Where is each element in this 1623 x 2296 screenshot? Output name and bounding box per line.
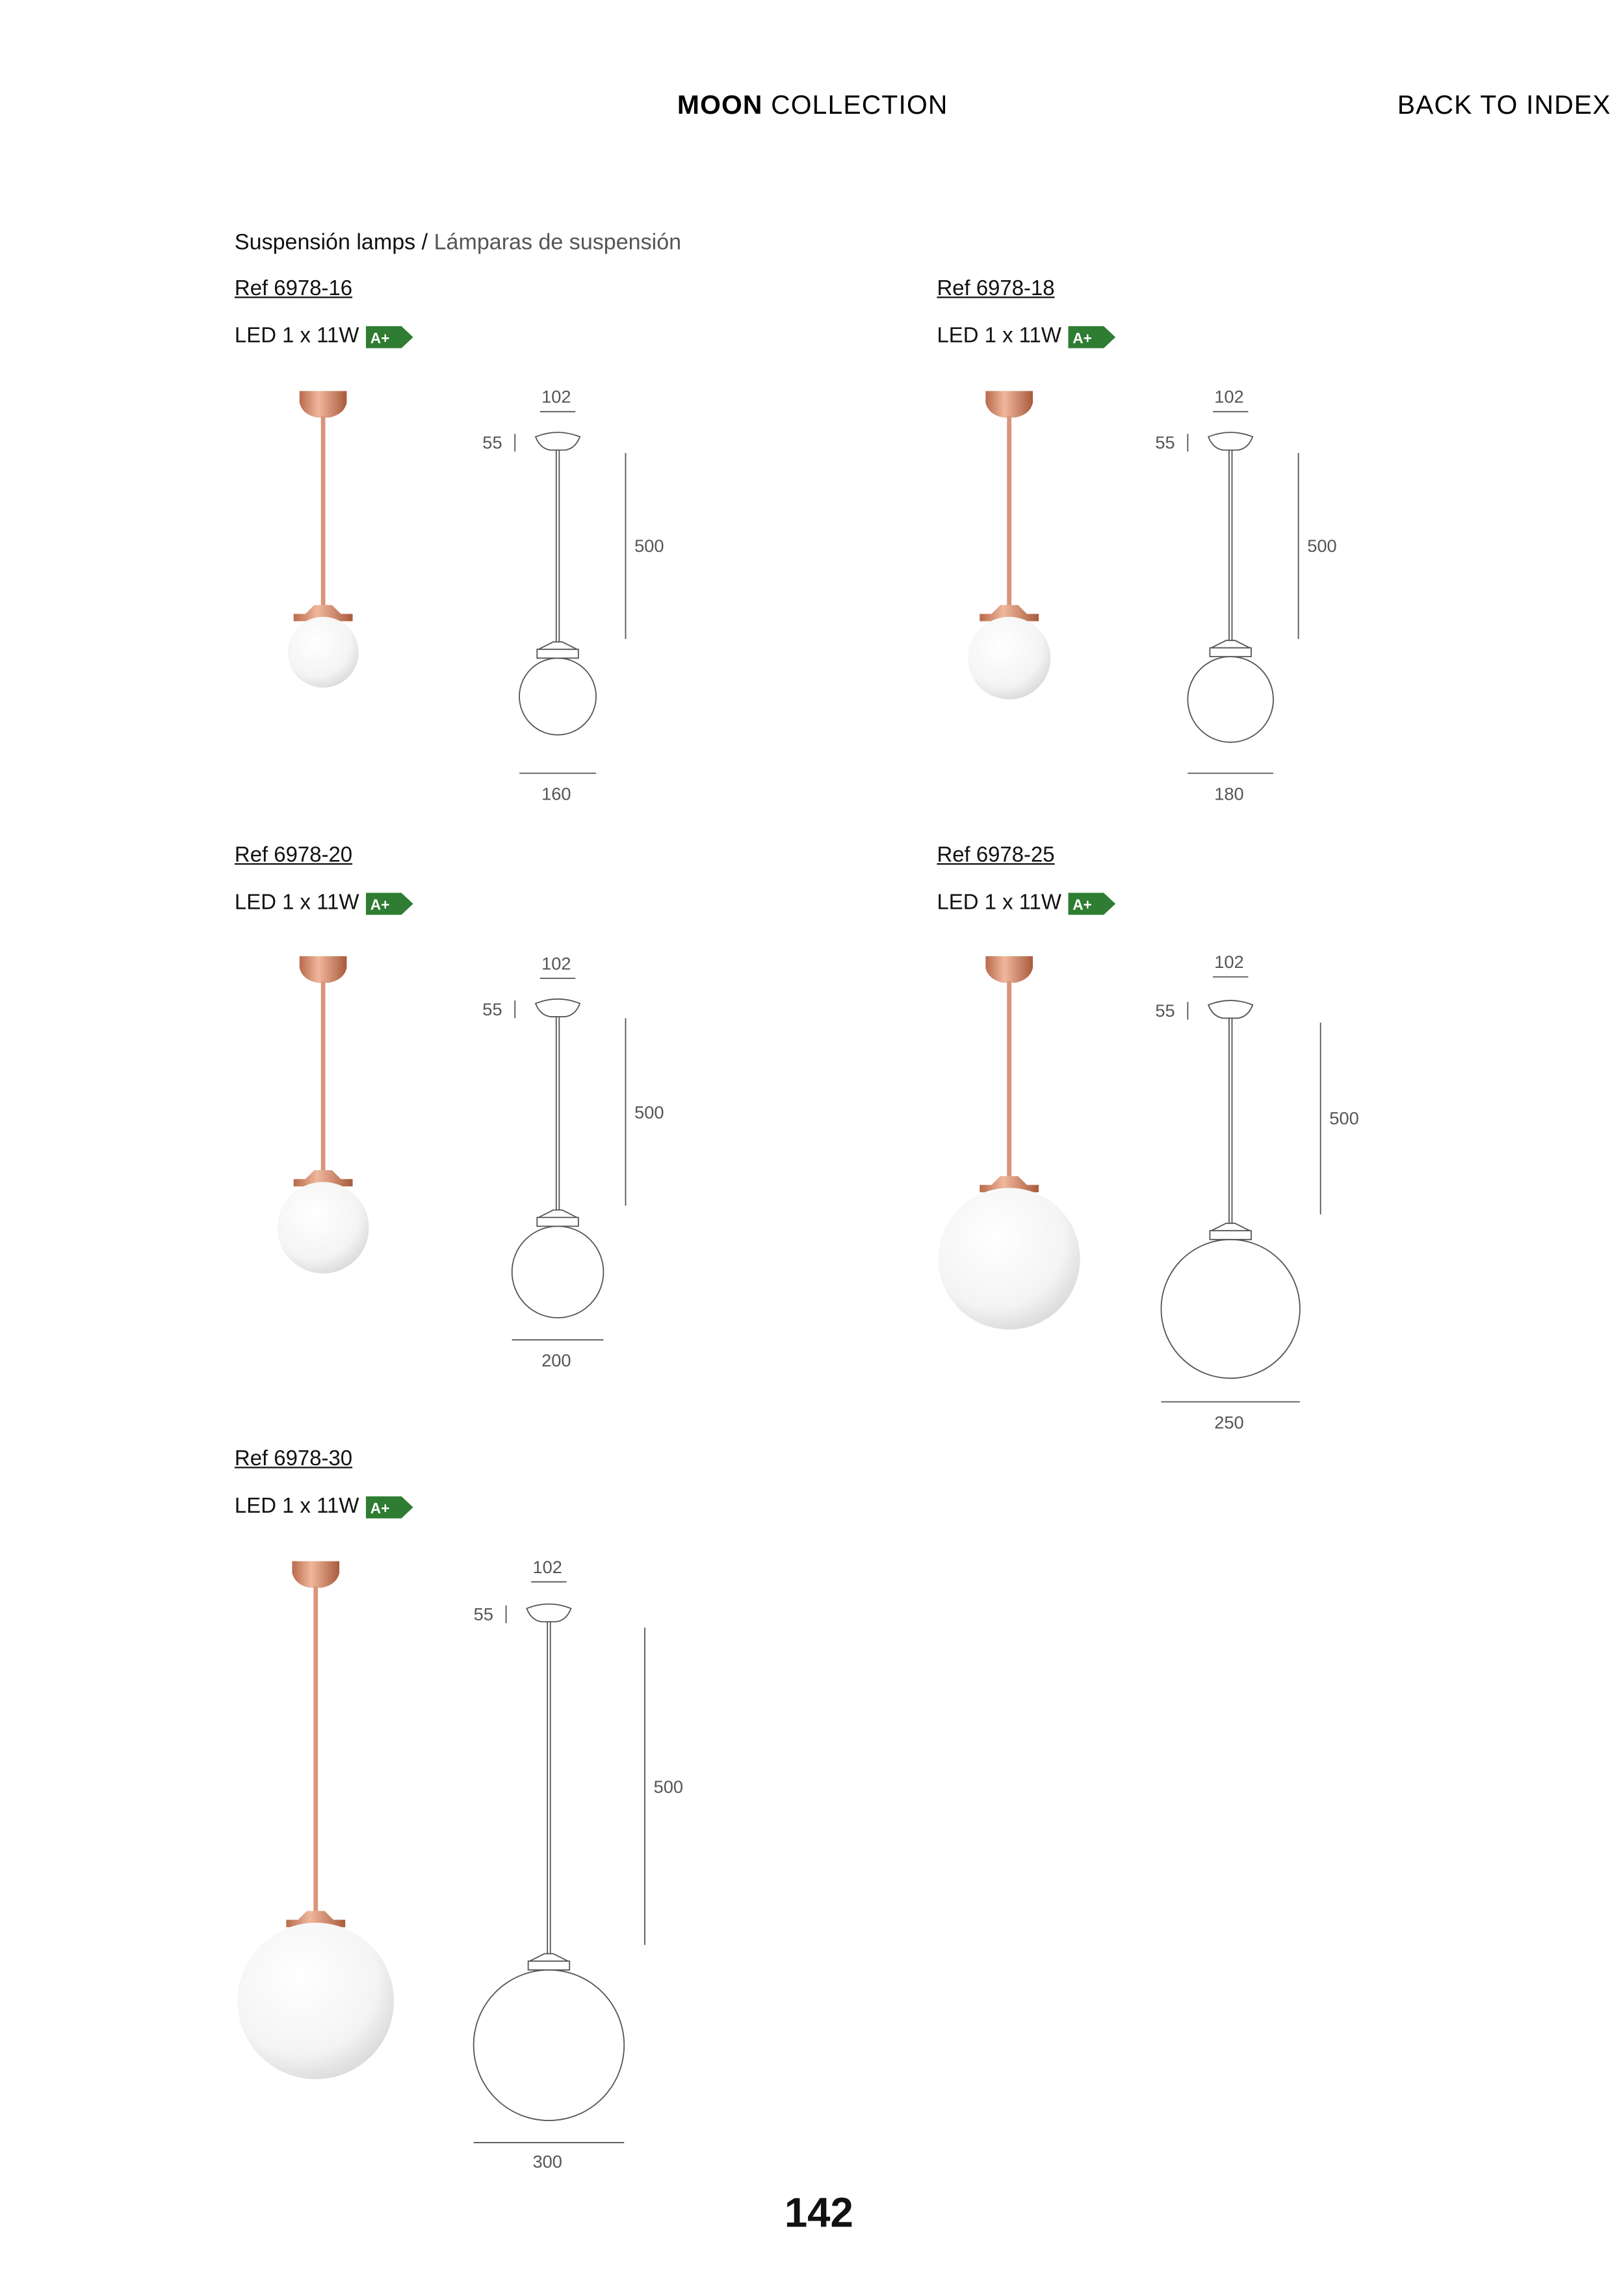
dim-width-top: 102 (541, 953, 571, 974)
opal-globe (938, 1188, 1080, 1330)
dim-width-top: 102 (1214, 386, 1244, 408)
opal-globe (237, 1922, 395, 2080)
product-photo (968, 391, 1051, 699)
back-to-index-link[interactable]: BACK TO INDEX (1397, 90, 1611, 120)
globe-outline (519, 657, 597, 736)
dim-width-top: 102 (532, 1556, 562, 1578)
energy-class-label: A+ (370, 330, 390, 346)
product-ref: Ref 6978-30 (234, 1447, 353, 1472)
technical-drawing (514, 411, 627, 774)
technical-drawing (473, 1581, 645, 2143)
product-power: LED 1 x 11W (234, 324, 359, 348)
product-photo (287, 391, 359, 688)
product-power: LED 1 x 11W (234, 891, 359, 915)
energy-class-badge: A+ (1068, 893, 1116, 915)
product-photo (277, 956, 369, 1274)
dim-diameter: 250 (1214, 1412, 1244, 1433)
energy-class-badge: A+ (365, 326, 413, 348)
collection-title: MOON COLLECTION (677, 90, 948, 121)
energy-class-badge: A+ (365, 1496, 413, 1519)
product-ref: Ref 6978-18 (937, 277, 1055, 302)
holder-outline (1209, 640, 1252, 658)
energy-class-label: A+ (370, 1500, 390, 1517)
opal-globe (277, 1182, 369, 1274)
dim-length: 500 (1307, 536, 1337, 556)
rod (320, 981, 326, 1177)
glass-holder (980, 1176, 1039, 1193)
rod (320, 416, 326, 611)
energy-class-badge: A+ (1068, 326, 1116, 348)
rod (1007, 981, 1012, 1182)
section-title-es: Lámparas de suspensión (434, 230, 682, 255)
dim-length: 500 (653, 1775, 684, 1797)
dim-width-top: 102 (1214, 952, 1244, 972)
dim-length: 500 (634, 536, 664, 556)
canopy (292, 1561, 340, 1588)
dim-canopy-height: 55 (482, 432, 502, 453)
energy-class-label: A+ (1072, 896, 1092, 913)
canopy-outline (534, 432, 581, 451)
dim-canopy-height: 55 (482, 998, 502, 1020)
canopy (299, 391, 347, 418)
dim-canopy-height: 55 (1155, 432, 1175, 453)
energy-class-badge: A+ (365, 893, 413, 915)
glass-holder (293, 1170, 353, 1187)
product-power: LED 1 x 11W (937, 324, 1061, 348)
energy-class-label: A+ (1072, 330, 1092, 346)
dim-width-top: 102 (541, 386, 571, 408)
rod (1007, 416, 1012, 611)
canopy-outline (1207, 432, 1254, 451)
dim-diameter: 160 (541, 783, 571, 805)
dim-canopy-height: 55 (1155, 1000, 1175, 1021)
collection-label: COLLECTION (771, 90, 948, 120)
product-photo (237, 1561, 395, 2080)
rod (313, 1586, 318, 1917)
section-title-en: Suspensión lamps (234, 230, 416, 255)
glass-holder (980, 605, 1039, 621)
separator: / (421, 230, 428, 255)
dim-diameter: 180 (1214, 783, 1244, 805)
product-power: LED 1 x 11W (234, 1494, 359, 1519)
holder-outline (536, 641, 579, 659)
dim-canopy-height: 55 (473, 1604, 493, 1625)
canopy (299, 956, 347, 983)
technical-drawing (511, 978, 627, 1341)
product-power: LED 1 x 11W (937, 891, 1061, 915)
technical-drawing (1187, 411, 1299, 774)
globe-outline (473, 1969, 625, 2121)
dim-length: 500 (634, 1101, 664, 1123)
globe-outline (1187, 656, 1274, 743)
page-number: 142 (784, 2189, 853, 2236)
globe-outline (1160, 1238, 1301, 1379)
technical-drawing (1160, 976, 1321, 1403)
energy-class-label: A+ (370, 896, 390, 913)
product-ref: Ref 6978-16 (234, 277, 353, 302)
holder-outline (527, 1953, 571, 1971)
product-ref: Ref 6978-20 (234, 844, 353, 868)
opal-globe (287, 616, 359, 688)
dim-diameter: 200 (541, 1350, 571, 1371)
dim-diameter: 300 (532, 2151, 562, 2172)
dim-length: 500 (1329, 1108, 1359, 1129)
globe-outline (511, 1225, 604, 1319)
canopy-outline (534, 998, 581, 1017)
product-ref: Ref 6978-25 (937, 844, 1055, 868)
glass-holder (293, 605, 353, 621)
canopy (985, 956, 1033, 983)
canopy-outline (526, 1603, 572, 1623)
glass-holder (286, 1911, 346, 1927)
holder-outline (536, 1209, 579, 1227)
canopy (985, 391, 1033, 418)
section-title: Suspensión lamps / Lámparas de suspensió… (235, 230, 681, 255)
collection-name: MOON (677, 90, 763, 120)
opal-globe (968, 616, 1051, 699)
product-photo (938, 956, 1080, 1330)
canopy-outline (1207, 1000, 1254, 1019)
holder-outline (1209, 1222, 1252, 1240)
